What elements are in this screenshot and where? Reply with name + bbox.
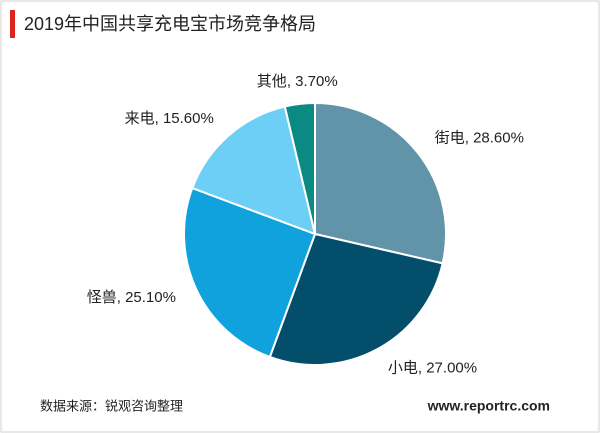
- label-separator: ,: [287, 73, 295, 90]
- label-separator: ,: [418, 360, 426, 377]
- category-label: 街电: [435, 130, 465, 147]
- pie-slice: [283, 101, 316, 235]
- value-label: 25.10%: [125, 289, 176, 306]
- value-label: 27.00%: [426, 360, 477, 377]
- website: www.reportrc.com: [427, 398, 550, 414]
- label-separator: ,: [155, 110, 163, 127]
- source-note: 数据来源：锐观咨询整理: [40, 398, 183, 413]
- pie-slice: [268, 232, 444, 366]
- pie-slice: [191, 105, 317, 236]
- data-label: 怪兽, 25.10%: [87, 289, 176, 306]
- data-label: 其他, 3.70%: [257, 73, 338, 90]
- value-label: 15.60%: [163, 110, 214, 127]
- pie-slice: [183, 186, 317, 359]
- value-label: 28.60%: [473, 130, 524, 147]
- category-label: 来电: [125, 110, 155, 127]
- data-label: 来电, 15.60%: [125, 110, 214, 127]
- chart-title: 2019年中国共享充电宝市场竞争格局: [24, 14, 316, 34]
- category-label: 其他: [257, 73, 287, 90]
- category-label: 怪兽: [87, 289, 117, 306]
- data-label: 小电, 27.00%: [388, 360, 477, 377]
- title-accent: [10, 10, 15, 38]
- category-label: 小电: [388, 360, 418, 377]
- label-separator: ,: [117, 289, 125, 306]
- label-separator: ,: [465, 130, 473, 147]
- data-label: 街电, 28.60%: [435, 130, 524, 147]
- pie-slice: [314, 101, 447, 265]
- value-label: 3.70%: [295, 73, 338, 90]
